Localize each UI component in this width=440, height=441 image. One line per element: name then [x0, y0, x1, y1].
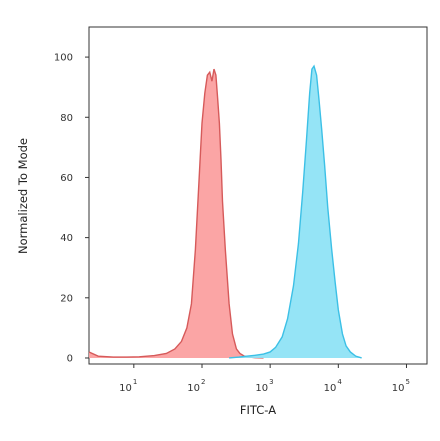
y-tick-label: 0 — [67, 353, 73, 364]
x-tick-label: 10 — [392, 383, 405, 394]
x-tick-label: 10 — [119, 383, 132, 394]
x-tick-exponent: 2 — [201, 378, 205, 386]
series-1-area — [89, 69, 264, 358]
series-2-line — [229, 64, 362, 359]
series-layer — [88, 64, 362, 359]
y-tick-label: 20 — [60, 293, 73, 304]
y-tick-label: 100 — [54, 53, 73, 64]
plot-frame — [88, 26, 428, 365]
x-axis-label: FITC-A — [240, 403, 276, 417]
x-tick-exponent: 4 — [337, 378, 342, 386]
x-tick-label: 10 — [187, 383, 200, 394]
y-tick-label: 60 — [60, 173, 73, 184]
series-2-area — [229, 66, 362, 358]
y-ticks: 0 20 40 60 80 100 — [54, 53, 89, 364]
x-tick-exponent: 5 — [405, 378, 409, 386]
y-tick-label: 80 — [60, 113, 73, 124]
x-tick-exponent: 3 — [269, 378, 273, 386]
series-1-line — [88, 68, 264, 359]
x-tick-label: 10 — [324, 383, 337, 394]
x-tick-label: 10 — [255, 383, 268, 394]
x-tick-exponent: 1 — [133, 378, 137, 386]
y-axis-label: Normalized To Mode — [16, 138, 30, 254]
y-tick-label: 40 — [60, 233, 73, 244]
